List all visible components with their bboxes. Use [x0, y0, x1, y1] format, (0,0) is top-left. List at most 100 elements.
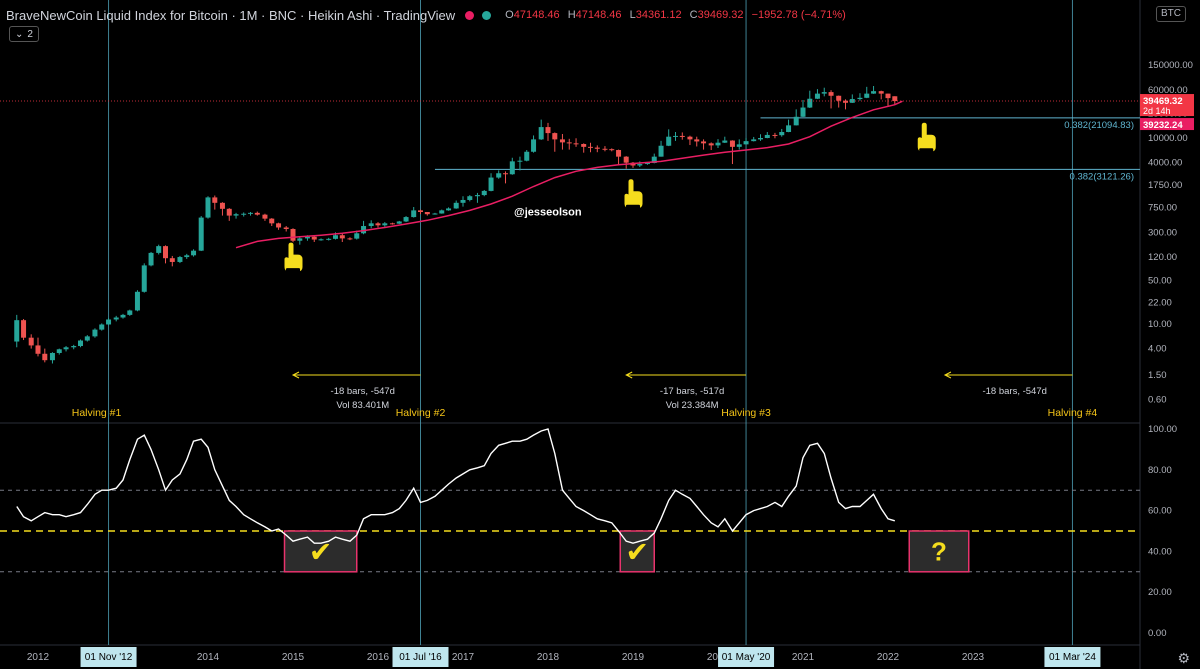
zone-box — [283, 530, 358, 573]
candle-down — [418, 209, 423, 215]
price-tick-label: 0.60 — [1148, 395, 1167, 406]
candle-down — [375, 222, 381, 228]
candle-body — [78, 340, 83, 347]
gear-icon[interactable]: ⚙ — [1177, 650, 1190, 666]
price-tick-label: 750.00 — [1148, 203, 1177, 214]
candle-up — [106, 317, 112, 326]
last-price-label: 39469.32 — [1143, 96, 1183, 107]
candle-body — [42, 353, 48, 361]
price-tick-label: 300.00 — [1148, 227, 1177, 238]
arrow-left-icon — [943, 371, 952, 379]
candle-body — [92, 329, 98, 337]
candle-body — [120, 314, 126, 318]
ohlc-change-value: −1952.78 (−4.71%) — [751, 9, 846, 21]
candle-body — [793, 116, 799, 126]
candle-up — [14, 314, 20, 348]
candle-body — [581, 144, 587, 147]
zone-box — [619, 530, 655, 573]
candle-body — [644, 163, 650, 165]
time-tick-label: 2023 — [962, 652, 985, 663]
candle-body — [49, 352, 55, 361]
rsi-tick-label: 80.00 — [1148, 465, 1172, 476]
candle-body — [226, 208, 232, 216]
candle-body — [588, 146, 593, 148]
candle-up — [764, 131, 770, 139]
ohlc-high-value: 47148.46 — [575, 9, 622, 21]
candle-body — [446, 208, 452, 211]
candle-up — [467, 195, 473, 202]
ohlc-close-value: 39469.32 — [697, 9, 744, 21]
candle-body — [156, 246, 162, 253]
candle-down — [545, 122, 551, 141]
candle-body — [772, 134, 778, 136]
candle-up — [779, 128, 785, 137]
candle-body — [758, 138, 763, 140]
candle-up — [807, 90, 813, 108]
heikin-ashi-candles — [14, 86, 898, 364]
candle-body — [134, 291, 140, 311]
candle-body — [191, 250, 197, 256]
currency-label[interactable]: BTC — [1156, 6, 1186, 22]
candle-body — [28, 337, 34, 346]
price-tick-label: 10000.00 — [1148, 133, 1188, 144]
date-badge-label: 01 Nov '12 — [85, 652, 133, 663]
candle-body — [212, 197, 218, 203]
ohlc-low-key: L — [629, 9, 636, 21]
price-tick-label: 4.00 — [1148, 344, 1167, 355]
candle-up — [871, 86, 877, 94]
time-tick-label: 2018 — [537, 652, 560, 663]
candle-up — [248, 211, 253, 216]
time-tick-label: 2021 — [792, 652, 815, 663]
price-tick-label: 150000.00 — [1148, 60, 1193, 71]
collapse-panes-button[interactable]: ⌄ 2 — [9, 26, 39, 42]
date-range-measure: -18 bars, -547d Vol 83.401M — [291, 371, 421, 411]
date-badge — [80, 647, 137, 667]
candle-body — [481, 190, 487, 196]
candle-body — [594, 147, 600, 149]
candle-down — [609, 148, 615, 152]
candle-down — [588, 142, 593, 153]
measure-volume: Vol 23.384M — [666, 400, 719, 411]
candle-up — [113, 315, 119, 322]
candle-body — [503, 173, 508, 175]
candle-body — [871, 91, 877, 94]
candle-body — [262, 214, 268, 219]
candle-down — [169, 255, 175, 267]
candle-body — [673, 135, 678, 137]
candle-body — [63, 347, 69, 350]
candle-body — [439, 210, 445, 214]
candle-down — [347, 237, 353, 241]
candle-body — [722, 140, 728, 143]
candle-down — [269, 218, 275, 227]
symbol-title[interactable]: BraveNewCoin Liquid Index for Bitcoin · … — [6, 7, 456, 23]
candle-down — [566, 138, 572, 150]
candle-down — [212, 195, 218, 210]
candle-body — [559, 139, 565, 143]
candle-body — [828, 92, 834, 96]
candle-up — [184, 253, 190, 259]
candle-body — [169, 258, 175, 262]
candle-body — [800, 107, 806, 117]
candle-body — [56, 349, 62, 353]
candle-body — [496, 173, 502, 178]
candle-body — [679, 135, 685, 137]
candle-body — [354, 233, 360, 239]
candle-body — [623, 156, 629, 163]
halving-label-1: Halving #1 — [72, 407, 122, 419]
candle-up — [800, 100, 806, 118]
candle-body — [836, 95, 842, 101]
candle-body — [219, 202, 225, 209]
candle-body — [389, 223, 395, 225]
price-tick-label: 1.50 — [1148, 370, 1167, 381]
candle-up — [92, 328, 98, 338]
candle-body — [403, 217, 409, 222]
time-tick-label: 2017 — [452, 652, 475, 663]
candle-body — [715, 142, 721, 146]
candle-up — [432, 212, 438, 215]
rsi-tick-label: 20.00 — [1148, 587, 1172, 598]
candle-down — [163, 245, 168, 264]
candle-body — [821, 92, 827, 94]
rsi-line — [16, 428, 895, 544]
